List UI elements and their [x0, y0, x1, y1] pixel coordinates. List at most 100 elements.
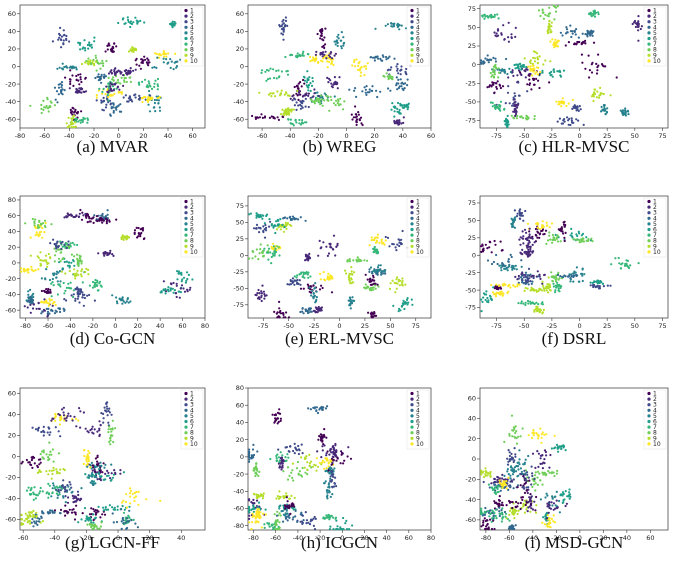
point-class-1	[357, 113, 360, 116]
y-tick-label: -40	[5, 291, 16, 299]
point-class-1	[493, 91, 496, 94]
point-class-3	[81, 291, 84, 294]
legend-label: 5	[190, 221, 194, 228]
point-class-4	[373, 59, 376, 62]
point-class-4	[103, 73, 106, 76]
point-class-8	[552, 4, 555, 7]
point-class-10	[538, 227, 542, 231]
point-class-7	[147, 86, 150, 89]
point-class-3	[520, 211, 524, 215]
point-class-5	[325, 469, 328, 472]
point-class-1	[532, 78, 536, 81]
point-class-3	[60, 242, 63, 245]
point-class-1	[499, 240, 502, 243]
point-class-1	[567, 41, 571, 44]
point-class-6	[577, 230, 580, 233]
point-class-1	[71, 508, 74, 511]
point-class-3	[55, 242, 58, 245]
point-class-10	[32, 270, 35, 273]
point-class-5	[55, 270, 59, 273]
point-class-3	[284, 446, 287, 449]
point-class-4	[251, 448, 255, 451]
point-class-3	[282, 38, 285, 41]
point-class-10	[378, 241, 381, 244]
y-tick-label: 60	[236, 10, 244, 18]
legend-marker	[410, 205, 414, 209]
point-class-9	[84, 61, 87, 64]
subplot-caption: (b) WREG	[303, 137, 377, 156]
point-class-10	[122, 499, 125, 502]
point-class-8	[494, 63, 497, 66]
point-class-10	[562, 102, 565, 105]
point-class-7	[614, 257, 617, 260]
point-class-1	[272, 115, 275, 119]
point-class-4	[60, 90, 63, 93]
point-class-10	[35, 231, 38, 234]
point-class-7	[47, 496, 50, 499]
point-class-4	[41, 510, 44, 513]
point-class-10	[381, 242, 384, 245]
point-class-2	[289, 97, 292, 100]
point-class-1	[562, 232, 565, 235]
point-class-5	[75, 68, 78, 71]
point-class-7	[301, 54, 304, 57]
point-class-4	[126, 517, 129, 520]
point-class-2	[67, 496, 70, 499]
point-class-1	[69, 78, 72, 81]
point-class-10	[565, 104, 568, 108]
point-class-1	[293, 85, 296, 89]
point-class-9	[74, 125, 77, 128]
point-class-3	[48, 433, 51, 436]
point-class-9	[30, 511, 34, 514]
point-class-9	[348, 272, 351, 275]
point-class-5	[515, 268, 518, 271]
point-class-1	[285, 311, 288, 314]
legend-label: 7	[416, 41, 420, 48]
point-class-6	[393, 115, 396, 118]
point-class-6	[575, 233, 578, 236]
point-class-8	[544, 13, 547, 16]
point-class-1	[499, 86, 502, 90]
legend-label: 3	[190, 19, 194, 26]
legend-marker	[647, 227, 651, 232]
point-class-7	[588, 13, 591, 16]
point-class-4	[304, 308, 307, 311]
point-class-9	[279, 228, 282, 231]
point-class-4	[31, 518, 34, 521]
point-class-3	[388, 245, 391, 248]
point-class-1	[105, 222, 108, 225]
point-class-2	[494, 34, 497, 37]
point-class-6	[397, 310, 400, 313]
point-class-6	[550, 70, 553, 73]
y-tick-label: -50	[465, 98, 476, 106]
point-class-10	[44, 221, 47, 225]
y-tick-label: -50	[233, 285, 244, 293]
x-tick-label: 40	[164, 132, 172, 140]
point-class-2	[513, 98, 516, 101]
point-class-9	[394, 291, 397, 294]
point-class-5	[503, 265, 506, 268]
point-class-8	[489, 71, 492, 75]
point-class-5	[127, 301, 130, 304]
point-class-4	[102, 216, 105, 219]
point-class-5	[336, 35, 339, 38]
point-class-9	[272, 92, 275, 95]
point-class-3	[110, 413, 113, 416]
point-class-10	[167, 52, 170, 55]
point-class-6	[506, 125, 509, 128]
point-class-7	[269, 251, 272, 254]
point-class-5	[512, 225, 515, 228]
point-class-6	[259, 215, 263, 218]
point-class-5	[312, 292, 315, 295]
point-class-10	[314, 57, 318, 60]
point-class-10	[140, 96, 143, 100]
point-class-3	[300, 100, 304, 103]
point-class-10	[156, 97, 159, 100]
point-class-3	[52, 238, 55, 241]
point-class-2	[110, 72, 113, 75]
legend-marker	[410, 36, 414, 41]
point-class-8	[551, 241, 554, 244]
point-class-4	[29, 299, 32, 303]
point-class-2	[186, 288, 189, 291]
